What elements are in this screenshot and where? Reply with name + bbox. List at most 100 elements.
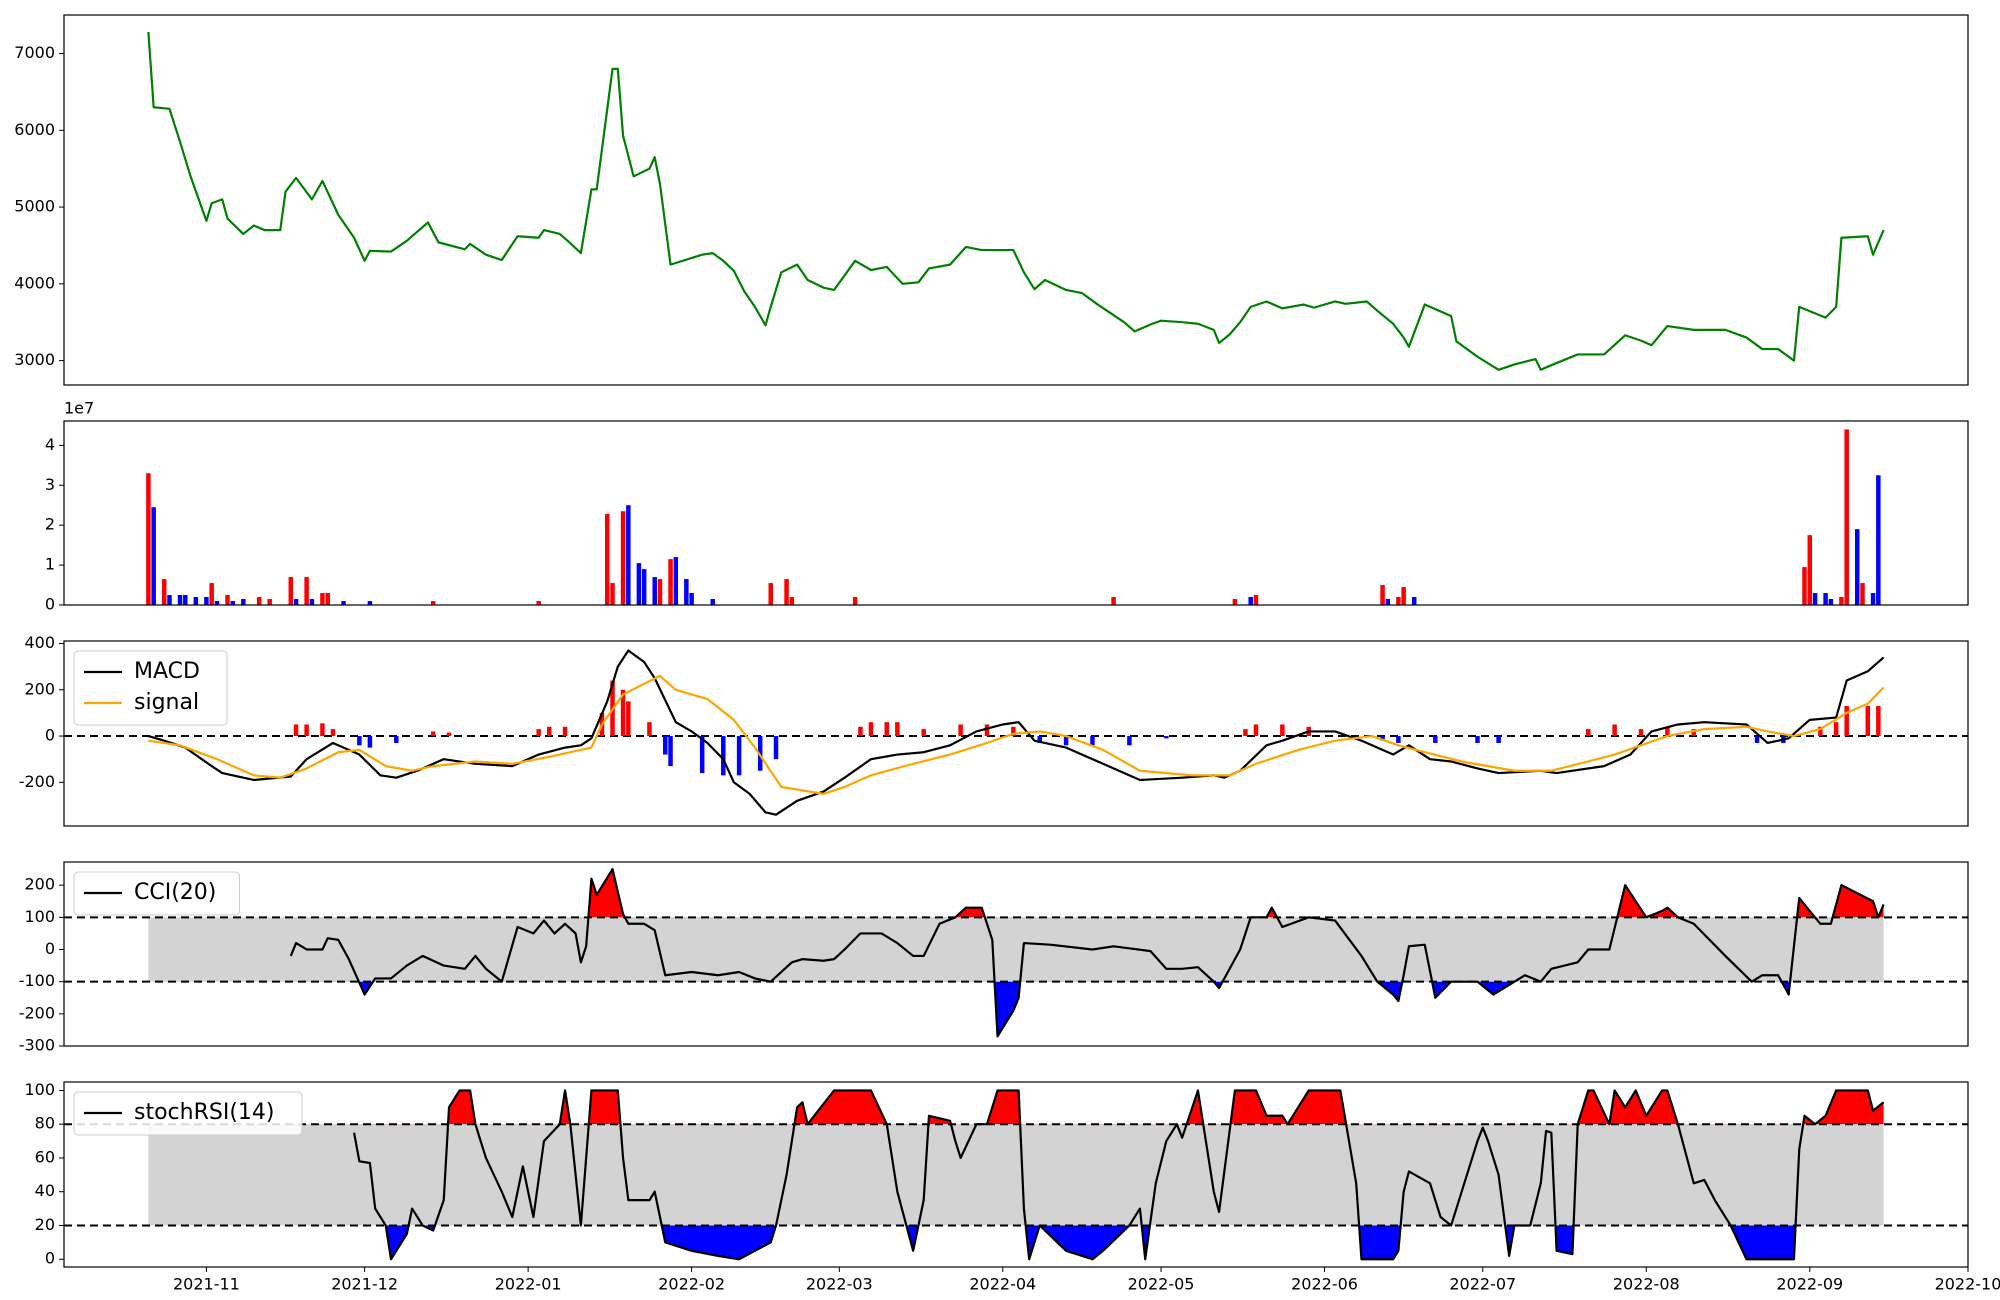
panel: -300 -200 -100 0 100 200 CCI(20) xyxy=(19,861,1969,1055)
bar xyxy=(1253,595,1259,605)
bar xyxy=(852,597,858,605)
bar xyxy=(1876,475,1881,605)
y-tick-label: 7000 xyxy=(14,43,55,62)
y-tick-label: -200 xyxy=(19,772,55,791)
axes-frame xyxy=(63,420,1969,606)
bar xyxy=(293,599,299,605)
bar xyxy=(647,722,652,737)
bar xyxy=(204,597,209,605)
bar xyxy=(1754,736,1760,743)
x-tick-label: 2022-09 xyxy=(1776,1275,1843,1294)
bar xyxy=(304,577,309,605)
bar xyxy=(256,597,262,605)
bar xyxy=(1823,593,1828,605)
bar xyxy=(789,597,795,605)
bar xyxy=(1248,597,1253,605)
bar xyxy=(620,689,626,737)
band xyxy=(148,917,1884,982)
plot-area xyxy=(146,429,1881,605)
bar xyxy=(626,505,631,605)
y-tick-label: 1 xyxy=(45,555,55,574)
bar xyxy=(1011,726,1016,737)
legend-label: stochRSI(14) xyxy=(134,1100,275,1125)
y-tick-label: 4000 xyxy=(14,273,55,292)
legend-box xyxy=(73,1091,303,1136)
axes-frame xyxy=(63,861,1969,1047)
bar xyxy=(1638,729,1644,737)
bar xyxy=(214,601,220,605)
bar xyxy=(325,593,330,605)
bar xyxy=(652,577,657,605)
bar xyxy=(699,736,705,774)
y-tick-label: 200 xyxy=(24,875,55,894)
bar xyxy=(1854,529,1860,605)
bar xyxy=(1818,726,1823,737)
bar xyxy=(357,736,362,746)
bar xyxy=(1127,736,1132,746)
x-tick-label: 2022-10 xyxy=(1935,1275,2000,1294)
bar xyxy=(626,701,631,737)
y-tick-label: 0 xyxy=(45,595,55,614)
legend: stochRSI(14) xyxy=(73,1091,303,1136)
plot-area xyxy=(64,649,1968,816)
y-tick-label: -100 xyxy=(19,971,55,990)
bar xyxy=(636,563,642,605)
bar xyxy=(1164,736,1169,739)
bar xyxy=(1411,597,1417,605)
above-fill xyxy=(588,869,1884,918)
bar xyxy=(1401,587,1406,605)
x-tick-label: 2022-07 xyxy=(1449,1275,1516,1294)
x-tick-label: 2022-06 xyxy=(1291,1275,1358,1294)
y-tick-label: 200 xyxy=(24,679,55,698)
bar xyxy=(1232,599,1238,605)
panel: 3000 4000 5000 6000 7000 xyxy=(14,14,1969,386)
bar xyxy=(267,599,272,605)
bar xyxy=(304,724,309,737)
bar xyxy=(367,736,373,748)
bar xyxy=(183,595,188,605)
legend-box xyxy=(73,650,228,726)
bar xyxy=(225,595,230,605)
bar xyxy=(689,593,694,605)
plot-area xyxy=(64,867,1968,1038)
y-tick-label: 3 xyxy=(45,475,55,494)
bar xyxy=(641,569,647,605)
y-tick-label: 2 xyxy=(45,515,55,534)
bar xyxy=(177,595,183,605)
x-tick-label: 2022-08 xyxy=(1613,1275,1680,1294)
bar xyxy=(536,601,541,605)
y-tick-label: 0 xyxy=(45,726,55,745)
bar xyxy=(710,599,715,605)
y-tick-label: 4 xyxy=(45,435,55,454)
x-tick-label: 2022-05 xyxy=(1128,1275,1195,1294)
line xyxy=(148,649,1885,816)
bar xyxy=(895,722,900,737)
legend-label: signal xyxy=(134,690,199,715)
x-tick-label: 2021-12 xyxy=(331,1275,398,1294)
bar xyxy=(1380,585,1385,605)
bar xyxy=(394,736,399,743)
bar xyxy=(757,736,763,771)
bar xyxy=(1496,736,1501,743)
bar xyxy=(1586,729,1591,737)
y-tick-label: 100 xyxy=(24,907,55,926)
bar xyxy=(536,729,541,737)
bar xyxy=(784,579,789,605)
y-tick-label: 0 xyxy=(45,939,55,958)
bar xyxy=(1691,729,1696,737)
bar xyxy=(309,599,315,605)
plot-area xyxy=(147,31,1885,371)
bar xyxy=(773,736,779,760)
bar xyxy=(673,557,679,605)
bar xyxy=(1844,429,1849,605)
bar xyxy=(736,736,742,776)
bar xyxy=(1385,599,1391,605)
bar xyxy=(1280,724,1285,737)
bar xyxy=(293,724,299,737)
bar xyxy=(668,736,673,767)
bar xyxy=(1665,726,1670,737)
bar xyxy=(1063,736,1069,746)
bar xyxy=(1475,736,1480,743)
legend: MACD signal xyxy=(73,650,228,726)
